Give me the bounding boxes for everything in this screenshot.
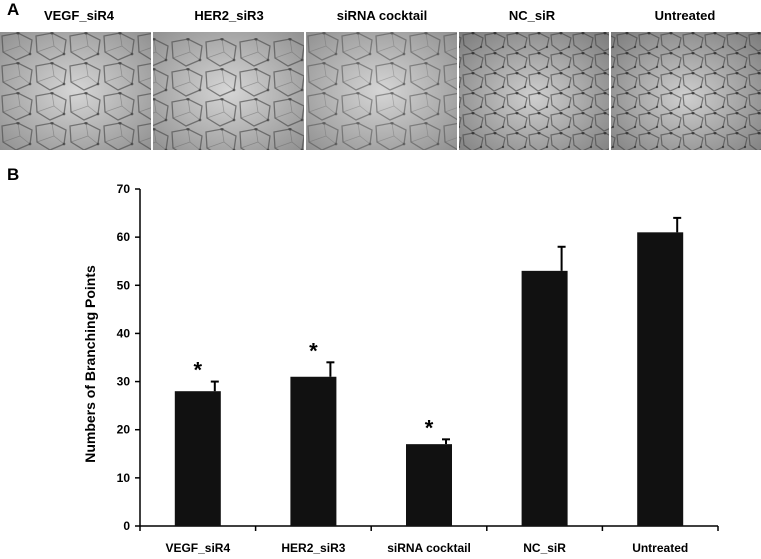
y-tick-label: 70 — [117, 182, 131, 196]
y-tick-label: 40 — [117, 326, 131, 340]
x-category-label: HER2_siR3 — [281, 541, 345, 555]
bars — [174, 232, 684, 526]
x-category-label: siRNA cocktail — [387, 541, 471, 555]
micro-label-nc: NC_siR — [508, 8, 556, 23]
micrograph-cocktail — [306, 32, 457, 150]
x-category-label: Untreated — [632, 541, 688, 555]
micro-label-cocktail: siRNA cocktail — [336, 8, 428, 23]
y-axis-label-group: Numbers of Branching Points — [82, 265, 98, 463]
bar — [521, 270, 568, 526]
y-tick-label: 60 — [117, 230, 131, 244]
bar — [406, 444, 452, 526]
microscopy-strip — [0, 32, 761, 150]
bar — [290, 376, 337, 526]
y-tick-label: 50 — [117, 278, 131, 292]
bar — [174, 391, 221, 526]
panel-b-letter: B — [7, 165, 20, 184]
y-axis-label: Numbers of Branching Points — [82, 265, 98, 463]
micro-label-her2: HER2_siR3 — [194, 8, 264, 23]
significance-marks: * * * — [194, 338, 434, 440]
significance-star: * — [425, 415, 434, 440]
error-bars — [210, 216, 682, 445]
x-category-labels: VEGF_siR4 HER2_siR3 siRNA cocktail NC_siR Un… — [139, 526, 719, 555]
bar — [637, 232, 684, 526]
micrograph-vegf — [0, 32, 151, 150]
y-tick-label: 20 — [117, 423, 131, 437]
y-ticks: 0 10 20 30 40 50 60 70 — [117, 182, 140, 533]
x-category-label: NC_siR — [523, 541, 566, 555]
micro-label-vegf: VEGF_siR4 — [43, 8, 115, 23]
y-tick-label: 10 — [117, 471, 131, 485]
panel-a-letter: A — [7, 0, 20, 19]
micrograph-nc — [459, 32, 609, 150]
x-category-label: VEGF_siR4 — [165, 541, 230, 555]
significance-star: * — [194, 358, 203, 383]
y-tick-label: 30 — [117, 375, 131, 389]
micrograph-untreated — [611, 32, 761, 150]
micro-label-untreated: Untreated — [654, 8, 716, 23]
y-tick-label: 0 — [123, 519, 130, 533]
bar-chart: Numbers of Branching Points 0 10 20 30 40 50 6… — [82, 182, 719, 555]
significance-star: * — [309, 338, 318, 363]
micrograph-her2 — [153, 32, 304, 150]
